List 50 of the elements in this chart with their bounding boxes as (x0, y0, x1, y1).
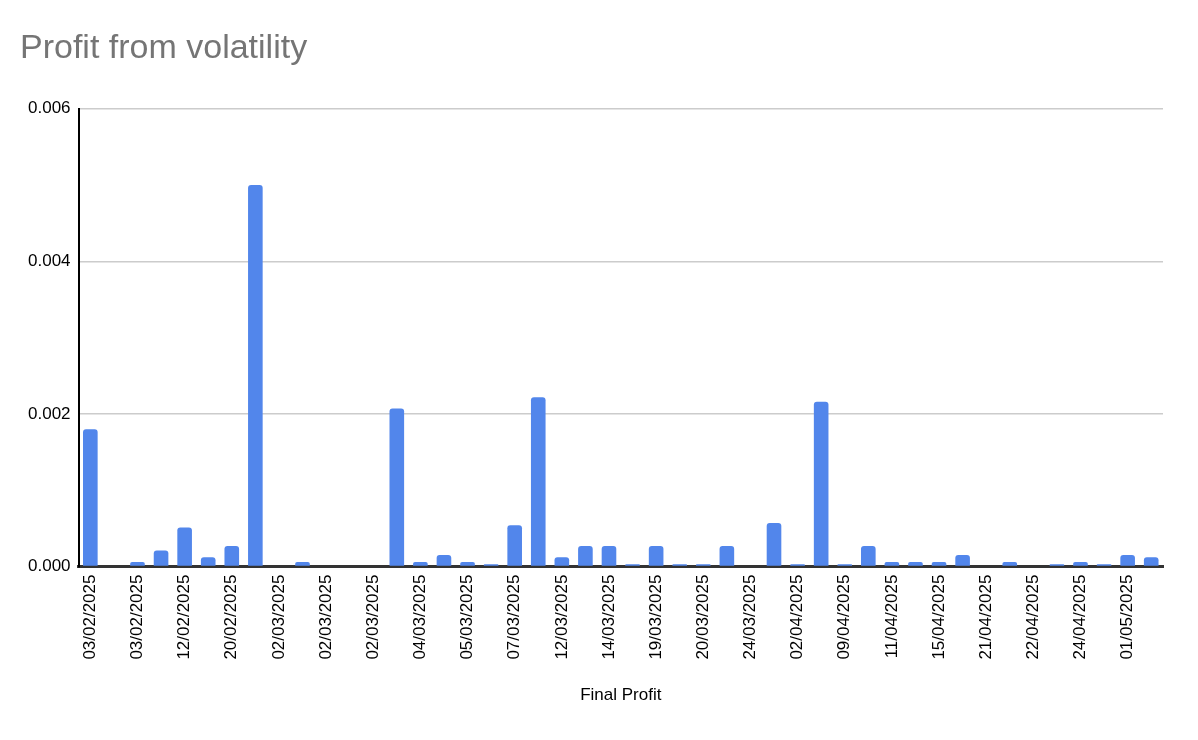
bar (200, 557, 216, 566)
y-tick-label: 0.002 (27, 403, 71, 423)
x-tick-label: 05/03/2025 (457, 574, 477, 660)
x-tick-label: 02/04/2025 (787, 574, 807, 660)
x-tick-label: 14/03/2025 (598, 574, 618, 660)
x-tick-label: 07/03/2025 (504, 574, 524, 660)
bar (153, 550, 169, 566)
x-axis-title: Final Profit (580, 685, 662, 705)
bar (177, 527, 192, 566)
bar (436, 555, 452, 566)
bar (813, 401, 829, 566)
bar (766, 523, 782, 566)
x-tick-label: 03/02/2025 (80, 574, 100, 660)
x-tick-label: 15/04/2025 (928, 574, 948, 660)
bar (861, 545, 876, 566)
x-tick-label: 22/04/2025 (1023, 574, 1043, 660)
x-tick-label: 11/04/2025 (881, 574, 901, 659)
x-tick-label: 02/03/2025 (315, 574, 335, 660)
bar (601, 545, 617, 566)
x-tick-label: 24/03/2025 (740, 574, 760, 660)
bar (224, 545, 240, 566)
x-tick-label: 20/03/2025 (692, 574, 712, 660)
x-tick-label: 21/04/2025 (975, 574, 995, 660)
bar (389, 408, 405, 566)
x-tick-label: 12/02/2025 (174, 574, 194, 660)
bar (1143, 557, 1159, 566)
bar (648, 545, 664, 566)
x-tick-label: 20/02/2025 (221, 574, 241, 660)
x-tick-label: 03/02/2025 (127, 574, 147, 660)
x-tick-label: 02/03/2025 (268, 574, 288, 660)
x-tick-label: 19/03/2025 (645, 574, 665, 660)
bar (719, 545, 735, 566)
bar (530, 397, 546, 566)
y-tick-label: 0.000 (27, 556, 71, 576)
bar (955, 555, 970, 566)
x-tick-label: 09/04/2025 (834, 574, 854, 660)
y-tick-label: 0.004 (27, 251, 71, 271)
x-tick-label: 01/05/2025 (1117, 574, 1137, 660)
bar (248, 185, 263, 566)
bar (578, 545, 593, 566)
y-tick-label: 0.006 (27, 98, 71, 118)
bar (507, 525, 522, 566)
bar (554, 557, 570, 566)
x-tick-label: 24/04/2025 (1070, 574, 1090, 660)
x-tick-label: 12/03/2025 (551, 574, 571, 660)
x-tick-label: 04/03/2025 (410, 574, 430, 660)
bar (1120, 555, 1135, 566)
chart-title: Profit from volatility (20, 26, 308, 65)
bar (83, 429, 98, 566)
x-tick-label: 02/03/2025 (362, 574, 382, 660)
